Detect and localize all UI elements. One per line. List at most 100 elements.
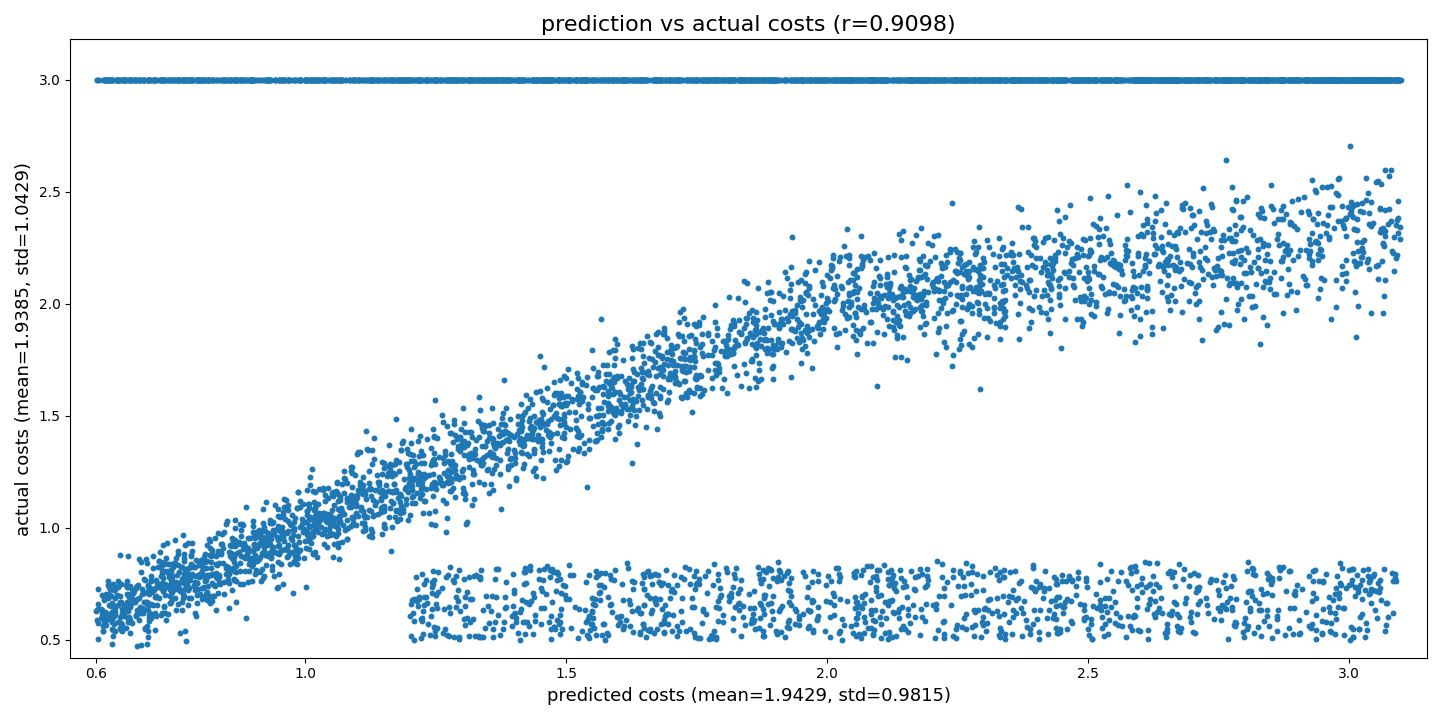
Point <box>1093 600 1116 611</box>
Point <box>1011 221 1034 233</box>
Point <box>927 590 950 601</box>
Point <box>118 74 141 86</box>
Point <box>423 453 446 464</box>
Point <box>767 333 790 345</box>
Point <box>196 580 219 592</box>
Point <box>885 310 908 321</box>
Point <box>968 74 991 86</box>
Point <box>502 74 525 86</box>
Point <box>874 627 897 639</box>
Point <box>741 316 764 328</box>
Point <box>705 74 728 86</box>
Point <box>320 74 343 86</box>
Point <box>110 74 133 86</box>
Point <box>483 463 506 474</box>
Point <box>1190 74 1213 86</box>
Point <box>1138 74 1161 86</box>
Point <box>362 494 385 505</box>
Point <box>673 375 696 387</box>
Point <box>704 74 727 86</box>
Point <box>159 595 182 607</box>
Point <box>506 74 529 86</box>
Point <box>828 627 851 639</box>
Point <box>1195 74 1218 86</box>
Point <box>254 549 277 561</box>
Point <box>319 514 342 526</box>
Point <box>812 74 835 86</box>
Point <box>1208 590 1231 601</box>
Point <box>818 74 841 86</box>
Point <box>373 490 397 502</box>
Point <box>1188 595 1211 606</box>
Point <box>609 74 632 86</box>
Point <box>782 74 805 86</box>
Point <box>1268 239 1291 251</box>
Point <box>594 375 617 387</box>
Point <box>995 74 1018 86</box>
Point <box>846 74 870 86</box>
Point <box>911 270 934 282</box>
Point <box>538 445 561 456</box>
Point <box>943 74 966 86</box>
Point <box>130 566 153 577</box>
Point <box>868 273 891 284</box>
Point <box>1280 195 1304 207</box>
Point <box>571 74 594 86</box>
Point <box>1289 74 1312 86</box>
Point <box>1230 74 1253 86</box>
Point <box>173 552 196 564</box>
Point <box>296 505 319 517</box>
Point <box>1344 74 1367 86</box>
Point <box>268 74 291 86</box>
Point <box>942 74 965 86</box>
Point <box>461 493 485 505</box>
Point <box>565 393 588 405</box>
Point <box>1252 240 1275 252</box>
Point <box>682 74 705 86</box>
Point <box>1089 74 1112 86</box>
Point <box>955 74 978 86</box>
Point <box>1203 613 1226 625</box>
Point <box>1269 74 1292 86</box>
Point <box>1322 74 1345 86</box>
Point <box>296 528 319 540</box>
Point <box>578 624 601 636</box>
Point <box>914 268 937 279</box>
Point <box>793 570 816 582</box>
Point <box>1015 279 1038 291</box>
Point <box>1358 74 1381 86</box>
Point <box>255 74 278 86</box>
Point <box>1022 74 1045 86</box>
Point <box>933 629 956 640</box>
Point <box>153 579 176 590</box>
Point <box>1351 206 1374 217</box>
Point <box>868 270 891 282</box>
Point <box>1194 74 1217 86</box>
Point <box>757 580 780 591</box>
Point <box>1087 222 1110 234</box>
Point <box>476 600 499 612</box>
Point <box>531 420 554 431</box>
Point <box>992 296 1015 307</box>
Point <box>547 568 570 580</box>
Point <box>1167 74 1190 86</box>
Point <box>1354 584 1377 595</box>
Point <box>1155 626 1178 638</box>
Point <box>1129 186 1152 198</box>
Point <box>401 608 424 619</box>
Point <box>174 74 198 86</box>
Point <box>1125 566 1148 577</box>
Point <box>381 521 404 533</box>
Point <box>1221 272 1244 284</box>
Point <box>1116 233 1139 244</box>
Point <box>585 434 609 446</box>
Point <box>1331 74 1354 86</box>
Point <box>1014 74 1037 86</box>
Point <box>166 74 189 86</box>
Point <box>1027 74 1050 86</box>
Point <box>144 74 167 86</box>
Point <box>1325 74 1348 86</box>
Point <box>313 74 336 86</box>
Point <box>316 508 339 520</box>
Point <box>539 634 562 645</box>
